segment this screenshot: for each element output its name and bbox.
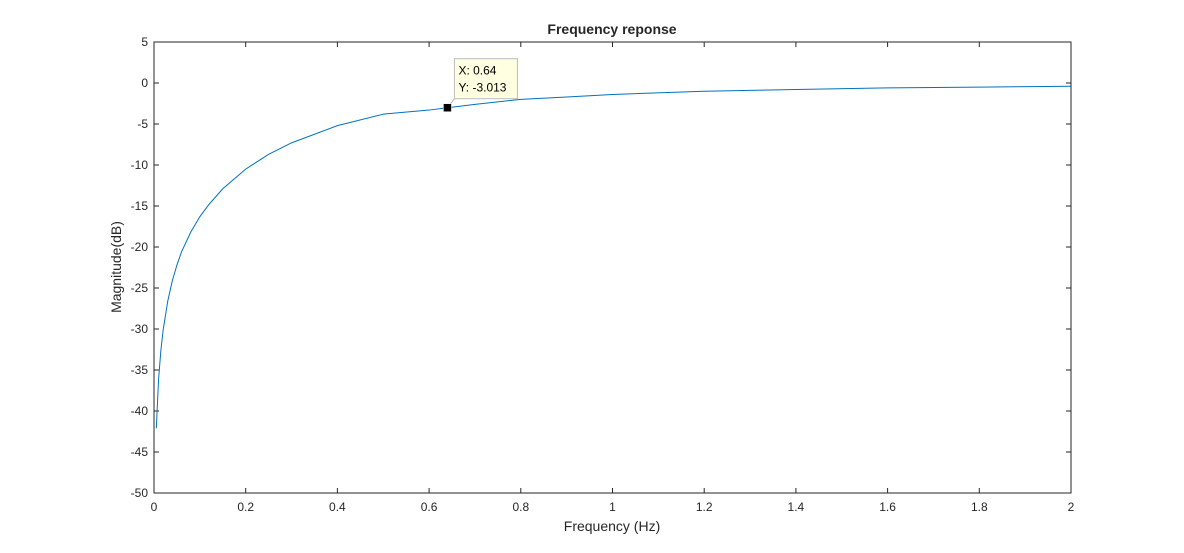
x-axis-ticks: 0 0.2 0.4 0.6 0.8 1 1.2 1.4 1.6 1.8 2 [151, 42, 1075, 514]
y-tick-label: -15 [131, 199, 149, 213]
y-tick-label: -40 [131, 404, 149, 418]
y-tick-label: 0 [141, 76, 148, 90]
y-axis-label: Magnitude(dB) [108, 221, 124, 313]
y-tick-label: -35 [131, 363, 149, 377]
x-tick-label: 2 [1068, 500, 1075, 514]
x-tick-label: 1.6 [879, 500, 896, 514]
data-tip-box[interactable] [453, 58, 518, 100]
x-tick-label: 0.8 [512, 500, 529, 514]
y-tick-label: -45 [131, 445, 149, 459]
x-tick-label: 1.2 [696, 500, 713, 514]
y-tick-label: -5 [137, 117, 148, 131]
plot-box [153, 41, 1072, 494]
x-tick-label: 1.4 [788, 500, 805, 514]
x-axis-label: Frequency (Hz) [564, 518, 660, 534]
plot-area-background [154, 42, 1071, 493]
y-tick-label: -25 [131, 281, 149, 295]
chart-title: Frequency reponse [547, 21, 676, 37]
x-tick-label: 0.2 [237, 500, 254, 514]
y-axis-ticks: 5 0 -5 -10 -15 -20 -25 -30 -35 -40 -45 -50 [131, 35, 1071, 500]
series-line [155, 85, 1072, 429]
data-tip[interactable]: X: 0.64 Y: -3.013 [443, 58, 518, 112]
y-tick-label: -50 [131, 486, 149, 500]
x-tick-label: 1.8 [971, 500, 988, 514]
data-tip-x-text: X: 0.64 [458, 64, 496, 78]
data-tip-marker[interactable] [443, 103, 452, 112]
x-tick-label: 0.6 [421, 500, 438, 514]
x-tick-label: 0.4 [329, 500, 346, 514]
y-tick-label: -20 [131, 240, 149, 254]
x-tick-label: 0 [151, 500, 158, 514]
data-tip-y-text: Y: -3.013 [458, 81, 506, 95]
x-tick-label: 1 [609, 500, 616, 514]
y-tick-label: 5 [141, 35, 148, 49]
y-tick-label: -30 [131, 322, 149, 336]
y-tick-label: -10 [131, 158, 149, 172]
